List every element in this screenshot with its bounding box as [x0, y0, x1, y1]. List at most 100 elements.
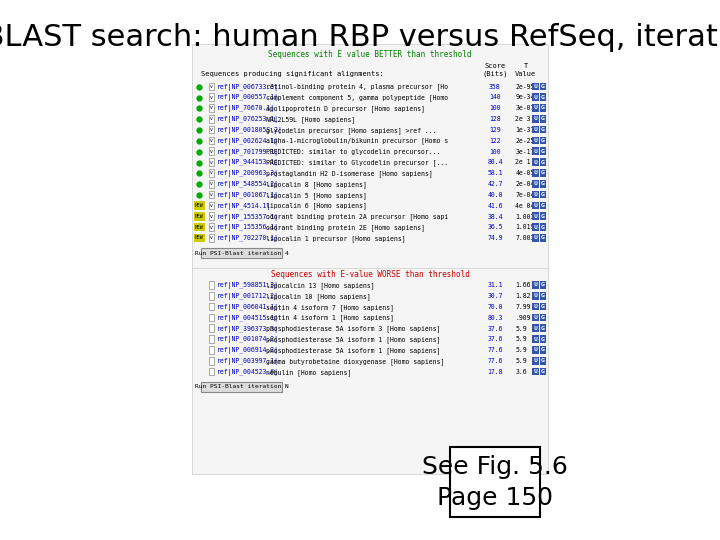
- Text: G: G: [541, 358, 545, 363]
- FancyBboxPatch shape: [194, 212, 205, 220]
- FancyBboxPatch shape: [540, 191, 546, 198]
- Text: ref|NP_001074.2|: ref|NP_001074.2|: [217, 336, 279, 343]
- Text: v: v: [210, 225, 212, 230]
- FancyBboxPatch shape: [540, 158, 546, 166]
- FancyBboxPatch shape: [450, 447, 540, 517]
- Text: 1.003: 1.003: [516, 213, 535, 220]
- Text: 5.9: 5.9: [516, 326, 527, 332]
- Text: phosphodiesterase 5A isoform 1 [Homo sapiens]: phosphodiesterase 5A isoform 1 [Homo sap…: [266, 347, 441, 354]
- FancyBboxPatch shape: [533, 169, 539, 177]
- Text: G: G: [541, 336, 545, 342]
- Text: U: U: [534, 105, 538, 111]
- Text: v: v: [210, 171, 212, 176]
- FancyBboxPatch shape: [533, 224, 539, 231]
- Text: U: U: [534, 203, 538, 208]
- Text: 77.6: 77.6: [487, 347, 503, 353]
- Text: U: U: [534, 235, 538, 240]
- Text: prostaglandin H2 D-isomerase [Homo sapiens]: prostaglandin H2 D-isomerase [Homo sapie…: [266, 170, 433, 177]
- FancyBboxPatch shape: [209, 335, 214, 343]
- Text: v: v: [210, 235, 212, 240]
- Text: G: G: [541, 160, 545, 165]
- Text: 74.9: 74.9: [487, 235, 503, 241]
- Text: G: G: [541, 304, 545, 309]
- Text: G: G: [541, 282, 545, 287]
- Text: ref|NP_200963.3|: ref|NP_200963.3|: [217, 170, 279, 177]
- Text: 80.3: 80.3: [487, 315, 503, 321]
- FancyBboxPatch shape: [209, 104, 214, 112]
- Text: 37.6: 37.6: [487, 336, 503, 342]
- Text: odorant binding protein 2E [Homo sapiens]: odorant binding protein 2E [Homo sapiens…: [266, 225, 425, 231]
- FancyBboxPatch shape: [209, 314, 214, 321]
- Text: U: U: [534, 282, 538, 287]
- Text: U: U: [534, 293, 538, 298]
- FancyBboxPatch shape: [540, 368, 546, 375]
- Text: lipocalin 5 [Homo sapiens]: lipocalin 5 [Homo sapiens]: [266, 192, 366, 199]
- Text: G: G: [541, 84, 545, 89]
- Text: U: U: [534, 192, 538, 197]
- Text: ref|NP_006914.2|: ref|NP_006914.2|: [217, 347, 279, 354]
- Text: 5.9: 5.9: [516, 336, 527, 342]
- Text: (Bits): (Bits): [482, 71, 508, 77]
- Text: G: G: [541, 225, 545, 230]
- Text: PREDICTED: similar to glycodelin precursor...: PREDICTED: similar to glycodelin precurs…: [266, 148, 441, 154]
- FancyBboxPatch shape: [540, 281, 546, 289]
- FancyBboxPatch shape: [209, 180, 214, 187]
- Text: phosphodiesterase 5A isoform 3 [Homo sapiens]: phosphodiesterase 5A isoform 3 [Homo sap…: [266, 326, 441, 332]
- Text: 1.019: 1.019: [516, 225, 535, 231]
- Text: 358: 358: [489, 84, 500, 90]
- FancyBboxPatch shape: [209, 137, 214, 144]
- Text: 31.1: 31.1: [487, 282, 503, 288]
- Text: G: G: [541, 192, 545, 197]
- Text: Score: Score: [485, 63, 505, 69]
- Text: 70.0: 70.0: [487, 304, 503, 310]
- FancyBboxPatch shape: [209, 357, 214, 364]
- Text: 42.7: 42.7: [487, 181, 503, 187]
- Text: lipocalcin 13 [Homo sapiens]: lipocalcin 13 [Homo sapiens]: [266, 282, 374, 289]
- Text: U: U: [534, 336, 538, 342]
- Text: v: v: [210, 148, 212, 154]
- FancyBboxPatch shape: [540, 224, 546, 231]
- Text: 100: 100: [489, 105, 500, 111]
- FancyBboxPatch shape: [209, 281, 214, 289]
- FancyBboxPatch shape: [533, 93, 539, 101]
- Text: 7.99: 7.99: [516, 304, 531, 310]
- Text: 36.5: 36.5: [487, 225, 503, 231]
- FancyBboxPatch shape: [540, 104, 546, 112]
- FancyBboxPatch shape: [209, 325, 214, 332]
- Text: ref|NP_076253.1|: ref|NP_076253.1|: [217, 116, 279, 123]
- Text: G: G: [541, 171, 545, 176]
- Text: U: U: [534, 225, 538, 230]
- Text: NEW: NEW: [195, 225, 204, 230]
- FancyBboxPatch shape: [533, 126, 539, 133]
- Text: 77.6: 77.6: [487, 358, 503, 364]
- Text: ref|NP_701799.1|: ref|NP_701799.1|: [217, 148, 279, 156]
- FancyBboxPatch shape: [209, 224, 214, 231]
- Text: ref|NP_155356.1|: ref|NP_155356.1|: [217, 225, 279, 231]
- Text: G: G: [541, 369, 545, 374]
- Text: U: U: [534, 127, 538, 132]
- Text: 30.7: 30.7: [487, 293, 503, 299]
- Text: 7e-04: 7e-04: [516, 192, 535, 198]
- Text: G: G: [541, 235, 545, 240]
- Text: G: G: [541, 138, 545, 143]
- Text: v: v: [210, 214, 212, 219]
- Text: 1.66: 1.66: [516, 282, 531, 288]
- Text: retinol-binding protein 4, plasma precursor [Ho: retinol-binding protein 4, plasma precur…: [266, 84, 448, 90]
- Text: G: G: [541, 116, 545, 122]
- Text: ref|NP_702270.1|: ref|NP_702270.1|: [217, 235, 279, 242]
- Text: See Fig. 5.6: See Fig. 5.6: [422, 455, 568, 479]
- FancyBboxPatch shape: [533, 191, 539, 198]
- Text: v: v: [210, 105, 212, 111]
- Text: U: U: [534, 315, 538, 320]
- Text: v: v: [210, 160, 212, 165]
- FancyBboxPatch shape: [540, 325, 546, 332]
- Text: septin 4 isoform 1 [Homo sapiens]: septin 4 isoform 1 [Homo sapiens]: [266, 315, 394, 321]
- Text: 2e-04: 2e-04: [516, 181, 535, 187]
- Text: U: U: [534, 94, 538, 99]
- Text: ref|NP_944153.1|: ref|NP_944153.1|: [217, 159, 279, 166]
- Text: ref|NP_4514.1|: ref|NP_4514.1|: [217, 202, 271, 210]
- Text: ref|NP_006733.3|: ref|NP_006733.3|: [217, 84, 279, 91]
- Text: ref|NP_003997.1|: ref|NP_003997.1|: [217, 358, 279, 365]
- Text: ref|NP_70670.1|: ref|NP_70670.1|: [217, 105, 275, 112]
- Text: U: U: [534, 181, 538, 186]
